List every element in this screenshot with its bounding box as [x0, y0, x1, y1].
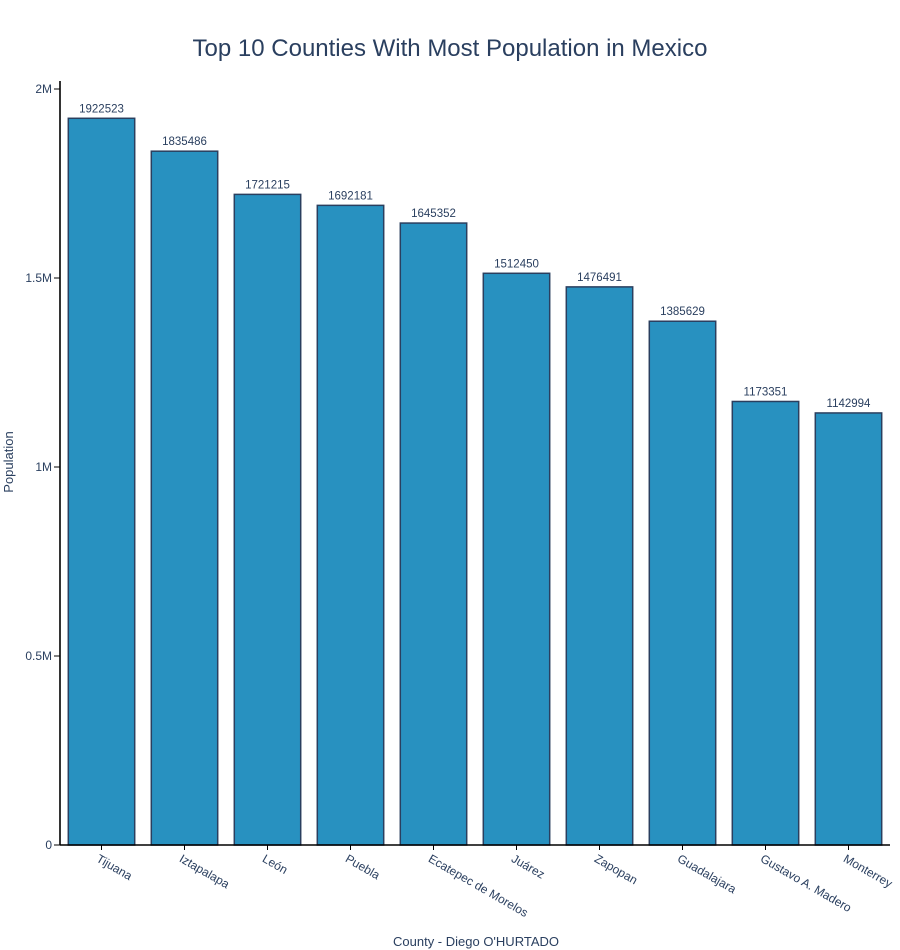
x-tick-label: Gustavo A. Madero [758, 851, 854, 915]
data-label: 1835486 [162, 136, 207, 148]
x-tick-label: Guadalajara [675, 851, 739, 896]
bar [150, 150, 219, 846]
x-tick-label: Puebla [343, 851, 383, 882]
y-axis-ticks: 0 0.5M 1M 1.5M 2M [25, 82, 60, 852]
data-label: 1645352 [411, 208, 456, 220]
x-tick-label: Juárez [509, 851, 547, 881]
bar [565, 286, 634, 846]
x-tick-label: Iztapalapa [177, 851, 232, 891]
y-tick-label: 1.5M [25, 271, 52, 285]
y-tick-label: 2M [35, 82, 52, 96]
x-axis-ticks: Tijuana Iztapalapa León Puebla Ecatepec de M… [94, 845, 895, 920]
chart-title: Top 10 Counties With Most Population in … [193, 35, 708, 62]
data-label: 1385629 [660, 306, 705, 318]
data-label: 1476491 [577, 272, 622, 284]
data-label: 1692181 [328, 190, 373, 202]
bar [482, 272, 551, 846]
data-label: 1922523 [79, 103, 124, 115]
x-tick-label: Tijuana [94, 851, 135, 883]
x-tick-label: Zapopan [592, 851, 640, 887]
bar [399, 222, 468, 846]
y-tick-label: 0 [45, 838, 52, 852]
bar [648, 320, 717, 846]
plot-area: 1922523 1835486 1721215 1692181 1645352 15124… [67, 103, 883, 846]
data-label: 1173351 [744, 386, 788, 398]
x-tick-label: León [260, 851, 290, 876]
y-tick-label: 0.5M [25, 649, 52, 663]
bar [67, 117, 136, 846]
bar [814, 412, 883, 846]
data-label: 1512450 [494, 258, 539, 270]
bar [731, 400, 800, 846]
y-tick-label: 1M [35, 460, 52, 474]
bar [233, 193, 302, 846]
x-tick-label: Monterrey [841, 851, 895, 890]
bar [316, 204, 385, 846]
data-label: 1142994 [827, 398, 872, 410]
data-label: 1721215 [245, 179, 290, 191]
y-axis-title: Population [1, 431, 16, 492]
x-axis-title: County - Diego O'HURTADO [393, 934, 559, 949]
